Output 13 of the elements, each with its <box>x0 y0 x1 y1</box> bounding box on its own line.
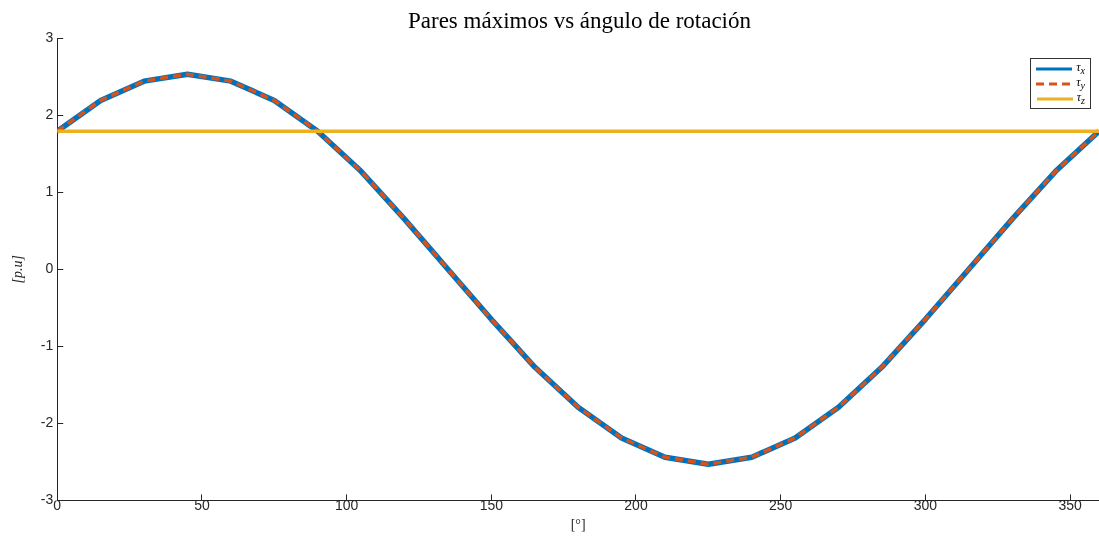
y-tick-label: -1 <box>40 337 54 354</box>
y-tick-label: 0 <box>45 260 54 277</box>
y-tick-label: 2 <box>45 105 54 122</box>
legend-label: τ$_{y}$ <box>1076 75 1085 92</box>
chart-title: Pares máximos vs ángulo de rotación <box>407 8 751 33</box>
y-tick-label: 1 <box>45 182 54 199</box>
legend-label: τ$_{x}$ <box>1076 60 1085 77</box>
y-axis-title: [p.u] <box>10 255 26 284</box>
y-tick-label: -2 <box>40 414 54 431</box>
y-tick-label: 3 <box>45 28 54 45</box>
y-tick-label: -3 <box>40 491 54 508</box>
legend-label: τ$_{z}$ <box>1076 90 1085 107</box>
x-axis-title: [°] <box>570 517 586 533</box>
